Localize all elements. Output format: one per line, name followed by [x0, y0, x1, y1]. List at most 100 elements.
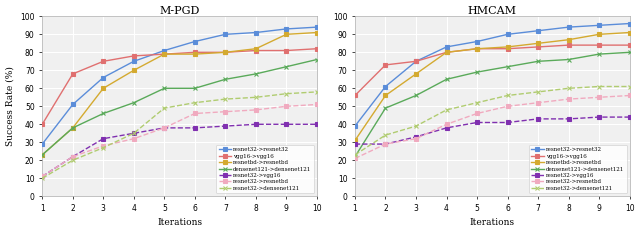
Line: resnet32->densenet121: resnet32->densenet121	[40, 90, 319, 180]
resnetbd->resnetbd	[130, 69, 138, 72]
resnetbd->resnetbd	[99, 87, 107, 90]
vgg16->vgg16	[161, 53, 168, 55]
resnet32->resnet32	[626, 22, 634, 25]
resnet32->densenet121	[473, 101, 481, 104]
resnet32->vgg16	[351, 143, 359, 145]
densenet121->densenet121	[161, 87, 168, 90]
resnet32->resnet32	[99, 76, 107, 79]
resnet32->resnetbd	[595, 96, 603, 99]
resnetbd->resnetbd	[504, 45, 511, 48]
Line: vgg16->vgg16: vgg16->vgg16	[353, 43, 632, 97]
resnet32->vgg16	[626, 116, 634, 119]
resnet32->vgg16	[412, 135, 420, 138]
resnet32->densenet121	[351, 154, 359, 156]
resnet32->resnet32	[69, 103, 77, 106]
densenet121->densenet121	[381, 107, 389, 110]
vgg16->vgg16	[626, 44, 634, 47]
resnet32->vgg16	[191, 127, 198, 129]
densenet121->densenet121	[534, 60, 542, 63]
resnet32->resnet32	[504, 33, 511, 36]
resnetbd->resnetbd	[221, 51, 229, 54]
vgg16->vgg16	[69, 72, 77, 75]
resnet32->densenet121	[313, 90, 321, 93]
resnet32->densenet121	[38, 177, 46, 180]
Line: densenet121->densenet121: densenet121->densenet121	[40, 58, 319, 157]
densenet121->densenet121	[221, 78, 229, 81]
resnet32->vgg16	[69, 155, 77, 158]
vgg16->vgg16	[504, 47, 511, 50]
resnet32->densenet121	[595, 85, 603, 88]
resnet32->densenet121	[412, 125, 420, 127]
resnet32->densenet121	[534, 90, 542, 93]
densenet121->densenet121	[473, 71, 481, 73]
Line: resnetbd->resnetbd: resnetbd->resnetbd	[40, 31, 319, 157]
resnet32->densenet121	[626, 85, 634, 88]
resnet32->resnetbd	[313, 103, 321, 106]
resnet32->resnetbd	[504, 105, 511, 108]
densenet121->densenet121	[626, 51, 634, 54]
X-axis label: Iterations: Iterations	[470, 219, 515, 227]
resnet32->densenet121	[252, 96, 260, 99]
resnet32->resnetbd	[564, 98, 572, 100]
resnet32->vgg16	[595, 116, 603, 119]
resnet32->resnet32	[313, 26, 321, 28]
densenet121->densenet121	[99, 112, 107, 115]
resnetbd->resnetbd	[191, 53, 198, 55]
vgg16->vgg16	[99, 60, 107, 63]
Title: HMCAM: HMCAM	[468, 6, 517, 16]
vgg16->vgg16	[381, 64, 389, 66]
resnet32->resnetbd	[69, 155, 77, 158]
resnetbd->resnetbd	[351, 139, 359, 142]
resnet32->resnetbd	[99, 144, 107, 147]
resnet32->resnet32	[381, 85, 389, 88]
resnet32->vgg16	[99, 137, 107, 140]
resnet32->densenet121	[69, 159, 77, 162]
resnet32->vgg16	[504, 121, 511, 124]
Line: resnet32->resnet32: resnet32->resnet32	[40, 25, 319, 146]
densenet121->densenet121	[282, 65, 290, 68]
resnet32->densenet121	[99, 146, 107, 149]
resnet32->densenet121	[381, 134, 389, 137]
densenet121->densenet121	[564, 58, 572, 61]
Title: M-PGD: M-PGD	[159, 6, 200, 16]
resnet32->vgg16	[130, 132, 138, 135]
resnetbd->resnetbd	[534, 42, 542, 45]
resnet32->resnet32	[534, 29, 542, 32]
densenet121->densenet121	[252, 72, 260, 75]
densenet121->densenet121	[412, 94, 420, 97]
resnetbd->resnetbd	[626, 31, 634, 34]
resnetbd->resnetbd	[313, 31, 321, 34]
resnetbd->resnetbd	[443, 51, 451, 54]
Line: resnetbd->resnetbd: resnetbd->resnetbd	[353, 31, 632, 142]
vgg16->vgg16	[412, 60, 420, 63]
resnet32->resnetbd	[351, 157, 359, 160]
Line: vgg16->vgg16: vgg16->vgg16	[40, 47, 319, 126]
vgg16->vgg16	[473, 47, 481, 50]
resnet32->resnet32	[191, 40, 198, 43]
resnet32->resnet32	[351, 125, 359, 127]
resnet32->resnetbd	[443, 123, 451, 126]
densenet121->densenet121	[130, 101, 138, 104]
vgg16->vgg16	[191, 51, 198, 54]
vgg16->vgg16	[130, 55, 138, 57]
densenet121->densenet121	[313, 58, 321, 61]
resnet32->resnetbd	[381, 143, 389, 145]
densenet121->densenet121	[595, 53, 603, 55]
resnetbd->resnetbd	[282, 33, 290, 36]
resnet32->resnetbd	[473, 112, 481, 115]
resnet32->vgg16	[313, 123, 321, 126]
vgg16->vgg16	[221, 51, 229, 54]
vgg16->vgg16	[38, 123, 46, 126]
resnet32->vgg16	[221, 125, 229, 127]
resnet32->densenet121	[504, 94, 511, 97]
resnet32->resnetbd	[252, 109, 260, 111]
resnet32->vgg16	[161, 127, 168, 129]
resnet32->resnet32	[221, 33, 229, 36]
resnet32->resnetbd	[38, 175, 46, 178]
densenet121->densenet121	[504, 65, 511, 68]
resnet32->resnet32	[595, 24, 603, 27]
resnet32->densenet121	[130, 132, 138, 135]
resnet32->resnet32	[130, 60, 138, 63]
vgg16->vgg16	[534, 45, 542, 48]
vgg16->vgg16	[443, 51, 451, 54]
